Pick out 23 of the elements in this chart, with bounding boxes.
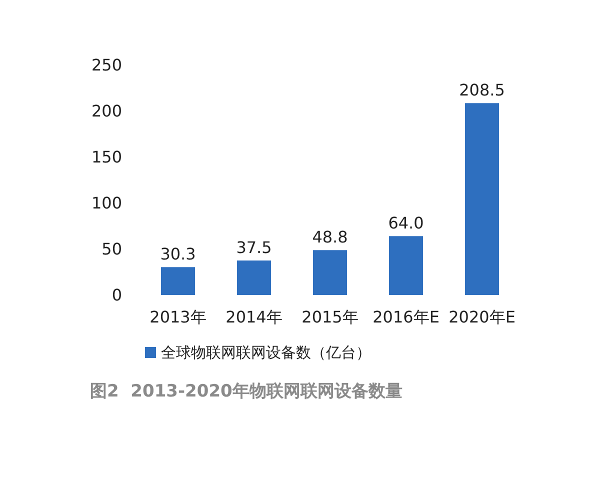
legend-label: 全球物联网联网设备数（亿台）	[161, 344, 371, 362]
caption: 图2 2013-2020年物联网联网设备数量	[90, 382, 402, 402]
y-tick-label: 150	[91, 148, 122, 166]
x-tick-label: 2020年E	[448, 308, 516, 326]
text: 64.0	[388, 214, 424, 233]
x-tick-label: 2013年	[150, 308, 206, 326]
text: 48.8	[312, 228, 348, 247]
y-tick-label: 50	[102, 240, 122, 258]
x-tick-label: 2015年	[302, 308, 358, 326]
x-tick-label: 2016年E	[372, 308, 440, 326]
x-tick-label: 2014年	[226, 308, 282, 326]
y-tick-label: 250	[91, 56, 122, 74]
text: 30.3	[160, 244, 196, 264]
bar	[389, 236, 423, 295]
text: 208.5	[459, 80, 505, 100]
bar	[237, 260, 271, 295]
text: 37.5	[236, 238, 272, 257]
bar	[161, 267, 195, 295]
y-tick-label: 200	[91, 102, 122, 120]
bar	[313, 250, 347, 295]
y-tick-label: 0	[112, 286, 122, 304]
y-tick-label: 100	[91, 194, 122, 212]
bar	[465, 103, 499, 295]
